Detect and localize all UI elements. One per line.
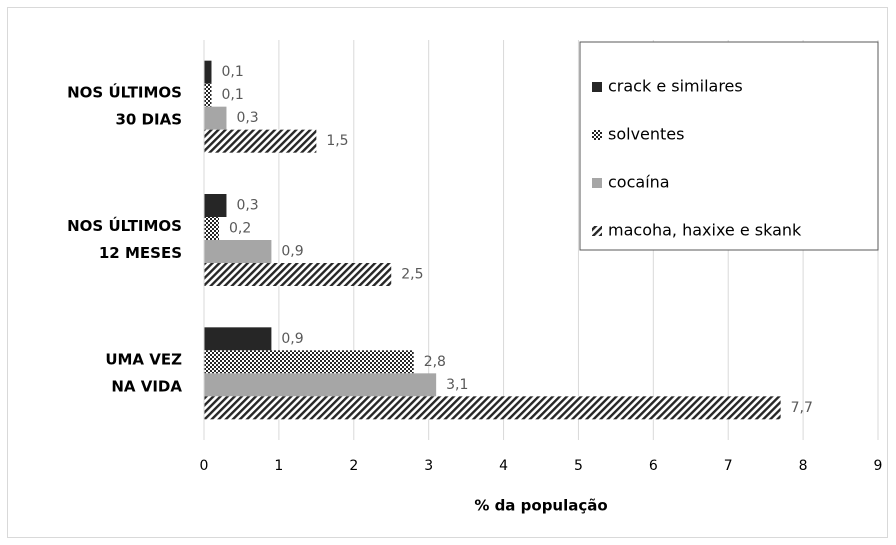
x-tick-label: 2 — [349, 458, 358, 474]
x-tick-label: 3 — [424, 458, 433, 474]
bar — [204, 263, 392, 286]
y-tick-label: 12 MESES — [99, 244, 182, 262]
legend-swatch — [592, 130, 602, 140]
x-tick-label: 4 — [499, 458, 508, 474]
bar — [204, 194, 227, 217]
y-tick-label: NOS ÚLTIMOS — [67, 83, 182, 102]
bar — [204, 373, 437, 397]
legend-swatch — [592, 226, 602, 236]
bar — [204, 60, 212, 84]
data-label: 0,3 — [236, 110, 258, 126]
data-label: 7,7 — [791, 400, 813, 416]
x-tick-label: 1 — [274, 458, 283, 474]
legend-box — [579, 41, 879, 251]
x-tick-label: 9 — [874, 458, 883, 474]
data-label: 3,1 — [446, 377, 468, 393]
bar — [204, 327, 272, 351]
y-tick-label: NA VIDA — [111, 377, 182, 395]
data-label: 0,1 — [221, 87, 243, 103]
bar — [204, 396, 781, 420]
x-tick-label: 6 — [649, 458, 658, 474]
legend-label: cocaína — [608, 173, 670, 192]
legend: crack e similares solventes cocaína macoha,… — [579, 41, 879, 251]
bar — [204, 106, 227, 130]
data-label: 0,1 — [221, 64, 243, 80]
x-tick-label: 0 — [200, 458, 209, 474]
x-tick-label: 7 — [724, 458, 733, 474]
x-axis-label: % da população — [474, 497, 607, 515]
legend-label: crack e similares — [608, 77, 743, 96]
bar — [204, 129, 317, 153]
x-tick-label: 5 — [574, 458, 583, 474]
legend-swatch — [592, 82, 602, 92]
data-label: 0,9 — [281, 244, 303, 260]
x-tick-label: 8 — [799, 458, 808, 474]
legend-label: macoha, haxixe e skank — [608, 221, 802, 240]
bar — [204, 83, 212, 107]
y-tick-label: UMA VEZ — [105, 350, 182, 368]
data-label: 0,2 — [229, 221, 251, 237]
bar — [204, 240, 272, 263]
y-tick-label: NOS ÚLTIMOS — [67, 216, 182, 235]
data-label: 2,8 — [424, 354, 446, 370]
data-label: 2,5 — [401, 267, 423, 283]
data-label: 0,9 — [281, 331, 303, 347]
bar — [204, 217, 219, 240]
y-tick-label: 30 DIAS — [115, 111, 182, 129]
bar — [204, 350, 414, 374]
data-label: 0,3 — [236, 198, 258, 214]
legend-label: solventes — [608, 125, 684, 144]
data-label: 1,5 — [326, 133, 348, 149]
legend-swatch — [592, 178, 602, 188]
